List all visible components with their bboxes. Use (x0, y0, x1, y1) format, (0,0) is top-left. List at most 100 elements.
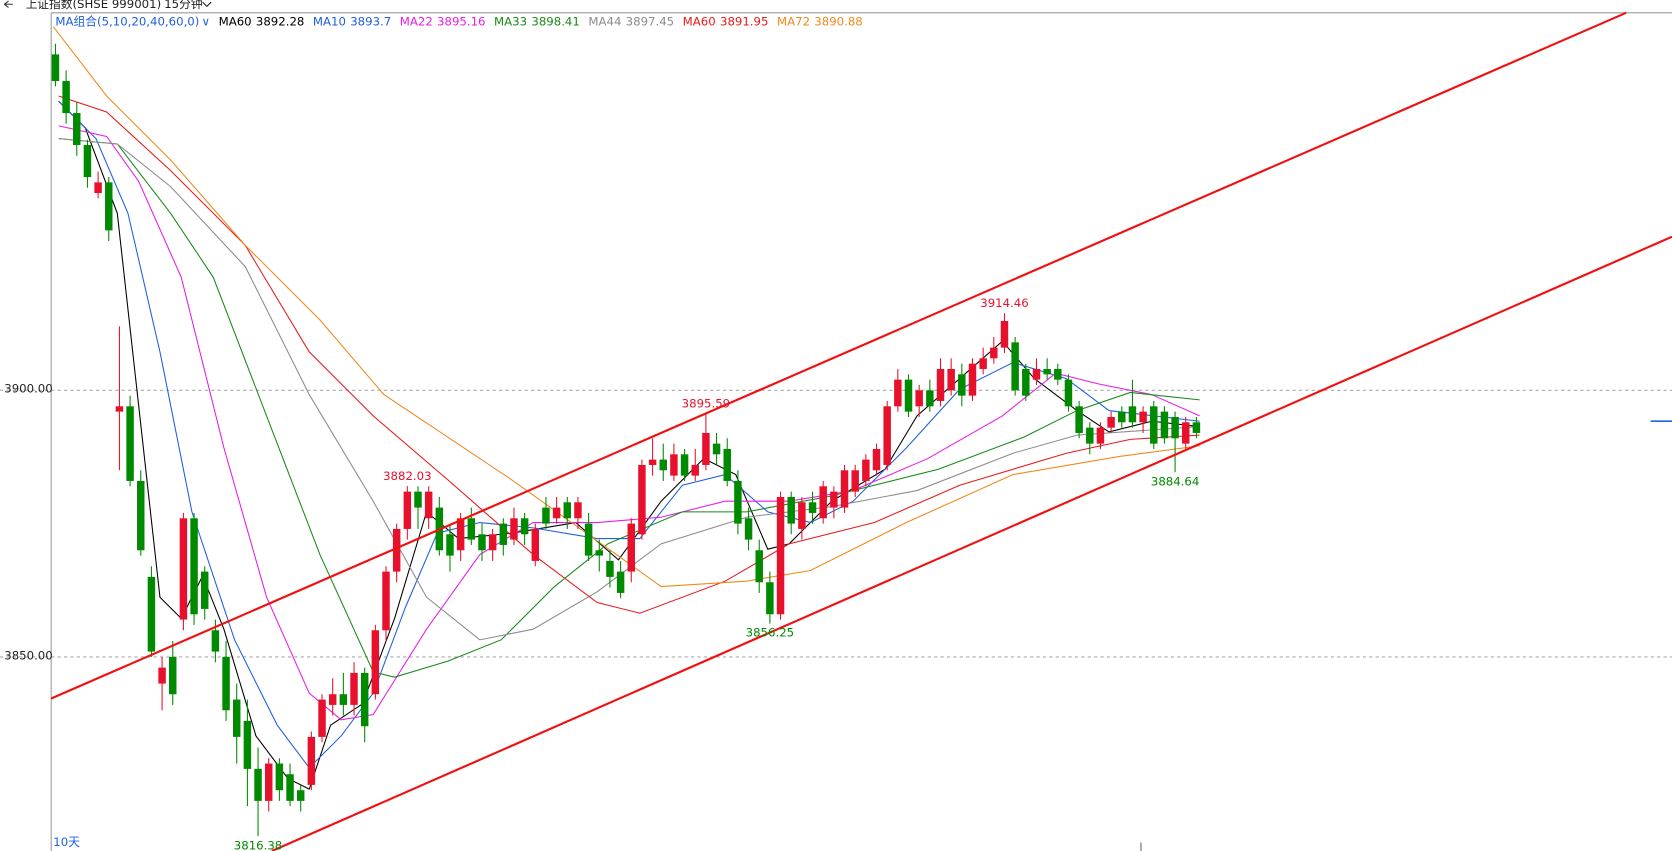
candle-body (286, 774, 294, 801)
candle-body (766, 582, 774, 615)
candle-body (1022, 368, 1030, 396)
candle-body (968, 363, 977, 396)
candle-body (105, 182, 113, 231)
candle-body (872, 448, 881, 471)
period-dropdown[interactable] (202, 1, 212, 8)
candle-body (606, 560, 614, 577)
candle-body (201, 571, 209, 609)
candle-body (744, 518, 753, 540)
candle-body (179, 518, 188, 620)
candle-body (830, 491, 838, 508)
candle-body (83, 145, 92, 178)
candle-body (851, 470, 859, 492)
candle-body (627, 523, 635, 572)
candle-body (712, 443, 721, 455)
candle-body (222, 656, 230, 711)
candle-body (616, 571, 625, 593)
candle-body (1150, 406, 1158, 444)
candle-body (328, 694, 337, 705)
candle-body (1118, 411, 1126, 423)
ma-line (58, 95, 1200, 614)
candle-body (904, 379, 913, 412)
candle-body (734, 480, 742, 524)
y-tick-label: 3900.00 (4, 382, 52, 396)
candle-body (670, 454, 678, 476)
candle-body (51, 54, 60, 82)
candle-body (403, 491, 412, 529)
candle-body (638, 464, 646, 535)
candle-body (755, 550, 763, 583)
candle-body (958, 374, 966, 396)
candle-body (307, 736, 316, 785)
legend-name: MA44 (588, 14, 621, 28)
legend-name: MA33 (494, 14, 527, 28)
legend-name: MA60 (219, 14, 252, 28)
candle-body (819, 486, 827, 519)
legend-value: 3897.45 (626, 14, 674, 28)
candle-body (776, 496, 785, 615)
legend-value: 3898.41 (531, 14, 579, 28)
candle-body (936, 368, 945, 401)
legend-chevron: ∨ (201, 14, 210, 28)
period[interactable]: 15分钟 (164, 0, 202, 11)
candle-body (478, 534, 486, 551)
candle-body (254, 768, 262, 801)
candle-body (190, 518, 198, 615)
price-annotation: 3914.46 (980, 296, 1028, 310)
legend-value: 3890.88 (814, 14, 862, 28)
candle-body (499, 523, 508, 545)
candle-body (798, 502, 806, 529)
legend-name: MA60 (683, 14, 716, 28)
candle-body (360, 672, 369, 727)
candle-body (1139, 411, 1147, 423)
candle-body (264, 763, 273, 801)
candle-body (392, 528, 401, 572)
candle-body (680, 454, 689, 476)
candle-body (115, 406, 124, 412)
candle-body (1043, 368, 1051, 375)
candle-body (659, 459, 667, 471)
legend-value: 3891.95 (720, 14, 768, 28)
range-label[interactable]: 10天 (53, 835, 80, 849)
ma-line (58, 138, 1200, 678)
candle-body (926, 390, 934, 407)
candle-body (1054, 368, 1062, 380)
candle-body (1192, 422, 1201, 433)
y-tick-label: 3850.00 (4, 648, 52, 662)
candle-body (510, 518, 518, 540)
back-icon[interactable] (3, 0, 13, 8)
candle-body (574, 502, 582, 519)
candle-body (414, 491, 422, 508)
symbol[interactable]: 上证指数(SHSE 999001) (26, 0, 162, 11)
legend-name: MA72 (777, 14, 810, 28)
candle-body (211, 630, 220, 652)
candle-body (446, 534, 454, 556)
candle-body (126, 406, 134, 481)
legend: MA组合(5,10,20,40,60,0) ∨ MA60 3892.28 MA10 389… (55, 14, 862, 28)
candle-body (467, 518, 476, 540)
candle-body (787, 496, 795, 524)
ma-line (58, 138, 1200, 641)
candle-body (456, 518, 465, 551)
candle-body (318, 699, 326, 737)
candle-body (1171, 416, 1179, 439)
candle-body (232, 699, 241, 737)
price-annotation: 3816.38 (234, 838, 282, 851)
candle-body (1032, 368, 1041, 380)
price-annotation: 3884.64 (1151, 474, 1199, 488)
price-annotation: 3895.59 (682, 397, 730, 411)
candle-body (862, 459, 870, 481)
ma-line (52, 26, 1200, 588)
candle-body (552, 507, 561, 519)
candle-body (137, 480, 145, 551)
candle-body (339, 694, 348, 705)
candle-body (1128, 406, 1137, 423)
legend-group: MA组合(5,10,20,40,60,0) (55, 14, 199, 28)
candle-body (158, 667, 166, 684)
candle-body (488, 534, 497, 551)
candle-body (595, 550, 604, 556)
candle-body (1075, 406, 1083, 433)
candle-body (169, 656, 177, 695)
candle-body (979, 358, 987, 369)
